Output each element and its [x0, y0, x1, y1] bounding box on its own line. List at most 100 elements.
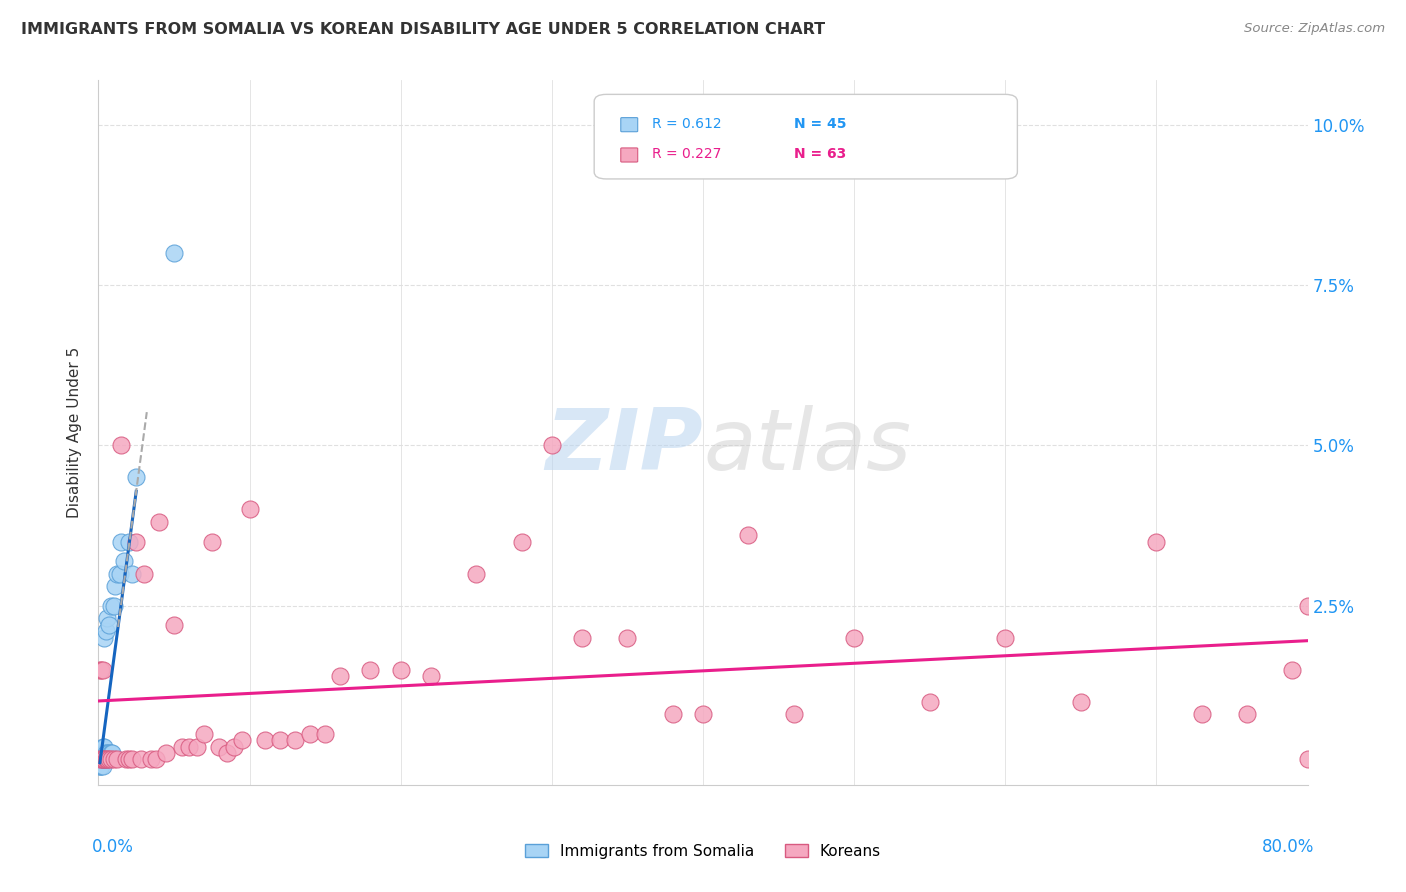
Point: [215, 746, 238, 760]
Point: [239, 502, 262, 516]
FancyBboxPatch shape: [595, 95, 1018, 179]
Text: Source: ZipAtlas.com: Source: ZipAtlas.com: [1244, 22, 1385, 36]
Point: [186, 739, 208, 754]
Text: N = 45: N = 45: [793, 117, 846, 131]
Point: [103, 599, 125, 613]
Point: [98, 752, 121, 766]
Point: [96, 746, 118, 760]
Point: [314, 727, 336, 741]
Point: [110, 438, 132, 452]
Point: [96, 752, 118, 766]
Legend: Immigrants from Somalia, Koreans: Immigrants from Somalia, Koreans: [517, 836, 889, 866]
Point: [844, 631, 866, 645]
Point: [89, 752, 111, 766]
Point: [98, 617, 121, 632]
Point: [193, 727, 215, 741]
Point: [89, 752, 111, 766]
Point: [129, 752, 152, 766]
Point: [163, 246, 186, 260]
Text: 80.0%: 80.0%: [1263, 838, 1315, 856]
Point: [201, 534, 224, 549]
Point: [91, 746, 114, 760]
Point: [91, 752, 114, 766]
Point: [661, 707, 683, 722]
Point: [90, 746, 112, 760]
Point: [105, 566, 128, 581]
Point: [510, 534, 533, 549]
Text: R = 0.227: R = 0.227: [652, 147, 721, 161]
Point: [329, 669, 352, 683]
FancyBboxPatch shape: [621, 118, 638, 132]
Point: [100, 599, 122, 613]
Point: [141, 752, 163, 766]
Point: [105, 752, 128, 766]
Point: [1144, 534, 1167, 549]
Point: [93, 631, 115, 645]
Point: [93, 746, 115, 760]
Text: N = 63: N = 63: [793, 147, 846, 161]
Point: [224, 739, 246, 754]
Point: [692, 707, 714, 722]
Point: [118, 534, 141, 549]
Point: [148, 516, 170, 530]
Point: [93, 752, 115, 766]
Point: [91, 752, 114, 766]
Point: [571, 631, 593, 645]
Point: [96, 611, 118, 625]
Point: [253, 733, 276, 747]
Point: [360, 663, 382, 677]
Point: [101, 746, 124, 760]
Text: R = 0.612: R = 0.612: [652, 117, 721, 131]
Point: [540, 438, 562, 452]
Point: [98, 746, 121, 760]
Point: [90, 752, 112, 766]
Point: [93, 739, 115, 754]
Point: [90, 752, 112, 766]
Point: [231, 733, 253, 747]
Point: [616, 631, 638, 645]
Point: [94, 752, 117, 766]
Point: [737, 528, 759, 542]
Text: 0.0%: 0.0%: [91, 838, 134, 856]
Point: [420, 669, 443, 683]
Point: [145, 752, 167, 766]
Text: ZIP: ZIP: [546, 405, 703, 488]
Point: [89, 752, 111, 766]
Point: [284, 733, 307, 747]
Point: [121, 566, 143, 581]
Point: [465, 566, 488, 581]
Point: [108, 566, 131, 581]
Text: IMMIGRANTS FROM SOMALIA VS KOREAN DISABILITY AGE UNDER 5 CORRELATION CHART: IMMIGRANTS FROM SOMALIA VS KOREAN DISABI…: [21, 22, 825, 37]
Point: [163, 617, 186, 632]
Point: [103, 752, 125, 766]
Point: [91, 746, 114, 760]
Point: [89, 758, 111, 772]
Point: [96, 752, 118, 766]
Point: [121, 752, 143, 766]
Point: [90, 758, 112, 772]
Point: [91, 739, 114, 754]
Point: [93, 752, 115, 766]
Point: [1236, 707, 1258, 722]
Point: [1296, 752, 1319, 766]
Point: [994, 631, 1017, 645]
Point: [91, 663, 114, 677]
Point: [104, 579, 127, 593]
Point: [90, 752, 112, 766]
Point: [90, 752, 112, 766]
Point: [91, 752, 114, 766]
Point: [90, 663, 112, 677]
Point: [94, 752, 117, 766]
Point: [90, 746, 112, 760]
Point: [91, 752, 114, 766]
Y-axis label: Disability Age Under 5: Disability Age Under 5: [67, 347, 83, 518]
Point: [118, 752, 141, 766]
Point: [1296, 599, 1319, 613]
Point: [89, 663, 111, 677]
Point: [112, 554, 135, 568]
Point: [1281, 663, 1303, 677]
Point: [125, 470, 148, 484]
Point: [132, 566, 155, 581]
Point: [89, 752, 111, 766]
Point: [389, 663, 412, 677]
